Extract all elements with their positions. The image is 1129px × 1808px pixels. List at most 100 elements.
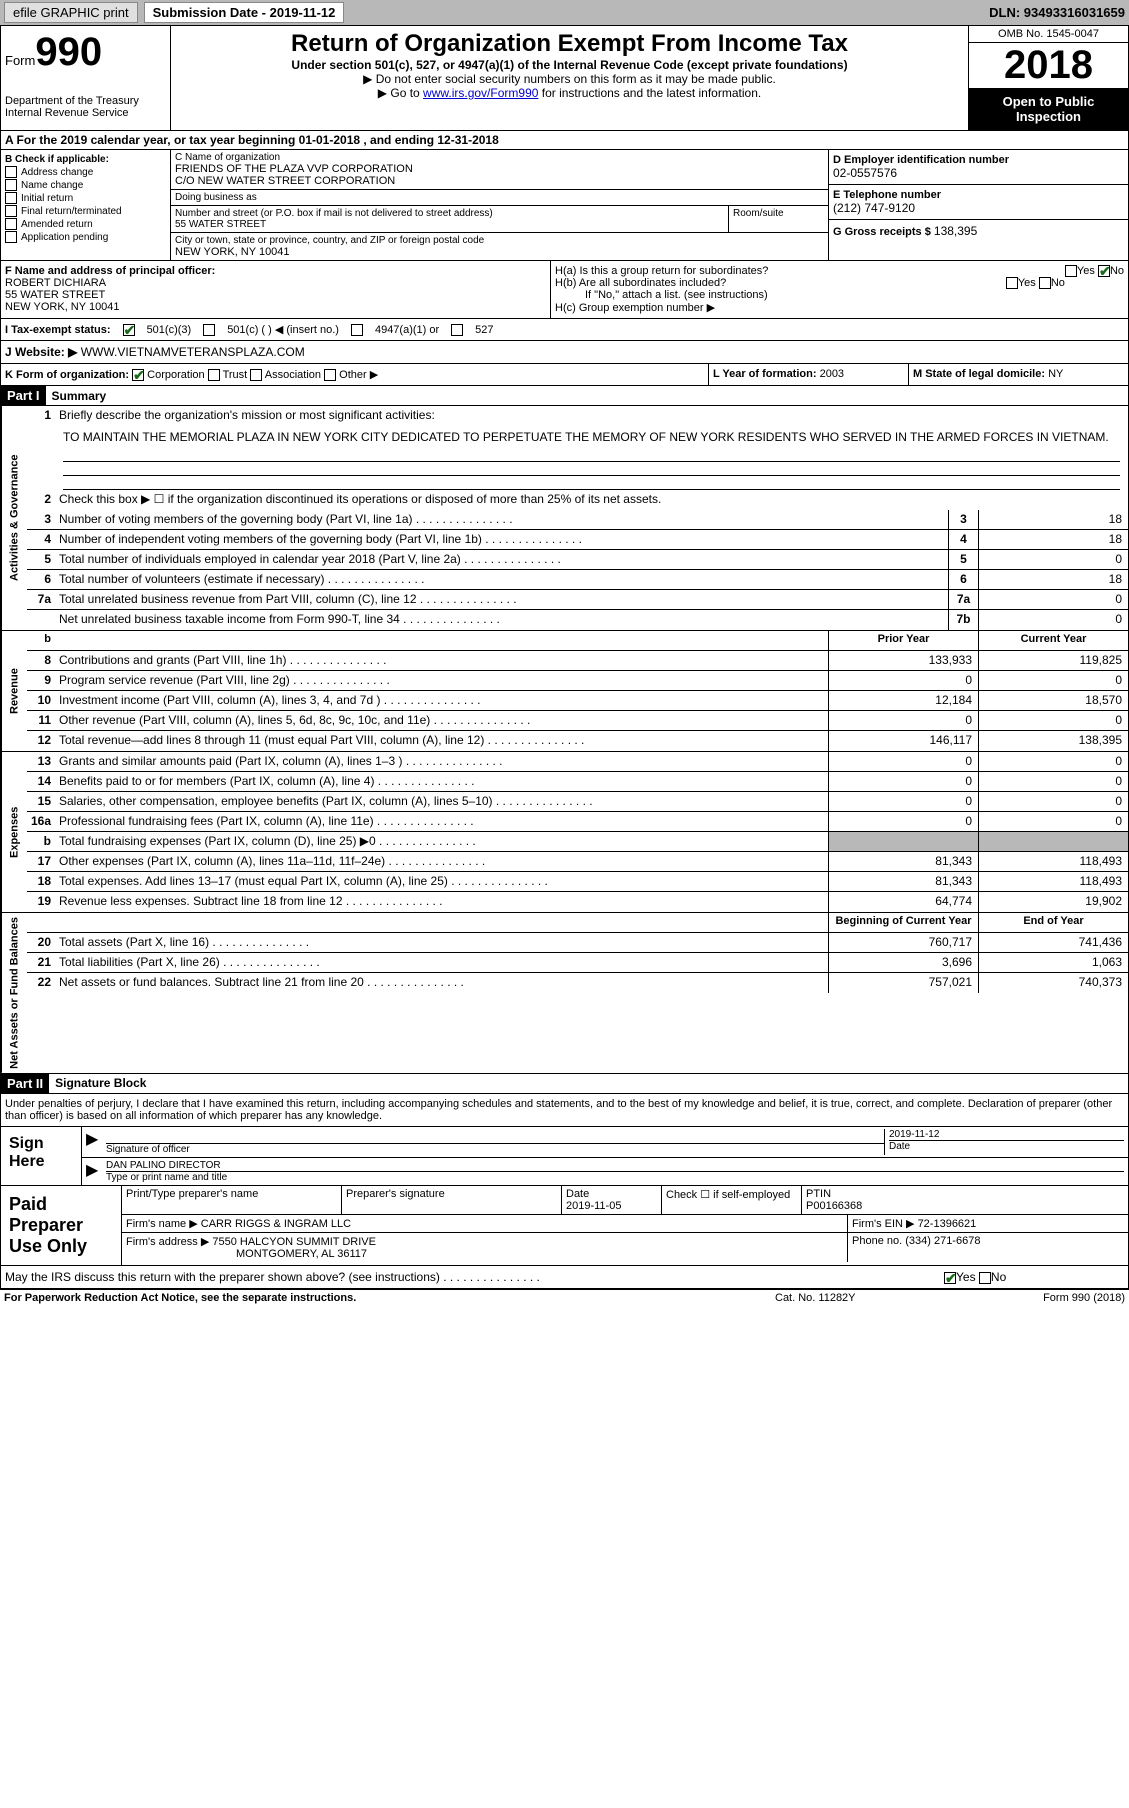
- cy-value: 138,395: [978, 731, 1128, 751]
- efile-print-button[interactable]: efile GRAPHIC print: [4, 2, 138, 23]
- paid-label: Paid Preparer Use Only: [1, 1186, 121, 1265]
- mission-text: TO MAINTAIN THE MEMORIAL PLAZA IN NEW YO…: [27, 426, 1128, 448]
- chk-address-change[interactable]: [5, 166, 17, 178]
- open-inspection: Open to Public Inspection: [969, 88, 1128, 130]
- sig-date: 2019-11-12: [889, 1129, 1124, 1140]
- line-num: 19: [27, 892, 55, 912]
- hb-yes[interactable]: [1006, 277, 1018, 289]
- sig-officer-label: Signature of officer: [106, 1143, 884, 1155]
- py-value: 0: [828, 792, 978, 811]
- line2-text: Check this box ▶ ☐ if the organization d…: [55, 490, 1128, 510]
- chk-corp[interactable]: [132, 369, 144, 381]
- line1-num: 1: [27, 406, 55, 426]
- gross-value: 138,395: [934, 224, 977, 238]
- chk-trust[interactable]: [208, 369, 220, 381]
- discuss-no[interactable]: [979, 1272, 991, 1284]
- chk-amended[interactable]: [5, 218, 17, 230]
- k-l-m-row: K Form of organization: Corporation Trus…: [0, 364, 1129, 386]
- py-value: 81,343: [828, 852, 978, 871]
- pdate-value: 2019-11-05: [566, 1200, 657, 1212]
- website-value: WWW.VIETNAMVETERANSPLAZA.COM: [81, 345, 305, 359]
- phone-value: (212) 747-9120: [833, 201, 1124, 215]
- line-text: Total assets (Part X, line 16): [55, 933, 828, 952]
- m-value: NY: [1048, 368, 1063, 380]
- goto-pre: ▶ Go to: [378, 86, 423, 100]
- line-num: b: [27, 832, 55, 851]
- street-value: 55 WATER STREET: [175, 219, 724, 230]
- ein-label: D Employer identification number: [833, 154, 1124, 166]
- signature-block: Under penalties of perjury, I declare th…: [0, 1094, 1129, 1186]
- line-num: 5: [27, 550, 55, 569]
- line-num: 12: [27, 731, 55, 751]
- vlabel-rev: Revenue: [1, 631, 27, 751]
- line-num: 15: [27, 792, 55, 811]
- tax-year-line: A For the 2019 calendar year, or tax yea…: [1, 131, 1128, 150]
- cy-value: 1,063: [978, 953, 1128, 972]
- discuss-yes[interactable]: [944, 1272, 956, 1284]
- cy-value: 0: [978, 752, 1128, 771]
- net-assets-section: Net Assets or Fund Balances Beginning of…: [0, 913, 1129, 1074]
- chk-other[interactable]: [324, 369, 336, 381]
- opt-501c3: 501(c)(3): [147, 324, 192, 336]
- line-text: Total number of individuals employed in …: [55, 550, 948, 569]
- cy-value: 741,436: [978, 933, 1128, 952]
- opt-527: 527: [475, 324, 493, 336]
- bcy-hdr: Beginning of Current Year: [828, 913, 978, 932]
- chk-assoc[interactable]: [250, 369, 262, 381]
- discuss-label: May the IRS discuss this return with the…: [5, 1270, 944, 1284]
- ha-no[interactable]: [1098, 265, 1110, 277]
- m-label: M State of legal domicile:: [913, 368, 1045, 380]
- arrow-icon-2: ▶: [86, 1160, 106, 1183]
- hb-label: H(b) Are all subordinates included?: [555, 277, 726, 289]
- chk-501c3[interactable]: [123, 324, 135, 336]
- py-value: 3,696: [828, 953, 978, 972]
- line-num: 10: [27, 691, 55, 710]
- form-number: 990: [35, 30, 102, 74]
- sig-declaration: Under penalties of perjury, I declare th…: [1, 1094, 1128, 1126]
- section-a-through-g: A For the 2019 calendar year, or tax yea…: [0, 131, 1129, 261]
- i-label: I Tax-exempt status:: [5, 324, 111, 336]
- firm-addr2: MONTGOMERY, AL 36117: [126, 1248, 367, 1260]
- pdate-label: Date: [566, 1188, 657, 1200]
- line-text: Total unrelated business revenue from Pa…: [55, 590, 948, 609]
- line-text: Professional fundraising fees (Part IX, …: [55, 812, 828, 831]
- chk-name-change[interactable]: [5, 179, 17, 191]
- cy-value: 19,902: [978, 892, 1128, 912]
- line-num: 3: [27, 510, 55, 529]
- subtitle-1: Under section 501(c), 527, or 4947(a)(1)…: [175, 58, 964, 72]
- opt-4947: 4947(a)(1) or: [375, 324, 439, 336]
- line-box: 7a: [948, 590, 978, 609]
- chk-final-return[interactable]: [5, 205, 17, 217]
- paperwork-notice: For Paperwork Reduction Act Notice, see …: [4, 1292, 775, 1304]
- hb-no[interactable]: [1039, 277, 1051, 289]
- line-num: 11: [27, 711, 55, 730]
- py-value: 146,117: [828, 731, 978, 751]
- chk-initial-return[interactable]: [5, 192, 17, 204]
- ha-yes[interactable]: [1065, 265, 1077, 277]
- form-label: Form: [5, 53, 35, 68]
- line-text: Other revenue (Part VIII, column (A), li…: [55, 711, 828, 730]
- dept-treasury: Department of the Treasury Internal Reve…: [5, 95, 166, 119]
- arrow-icon: ▶: [86, 1129, 106, 1155]
- preparer-sig-label: Preparer's signature: [342, 1186, 562, 1214]
- opt-app-pending: Application pending: [21, 232, 108, 243]
- cy-value: 0: [978, 812, 1128, 831]
- chk-4947[interactable]: [351, 324, 363, 336]
- line-num: 4: [27, 530, 55, 549]
- section-f-h: F Name and address of principal officer:…: [0, 261, 1129, 319]
- firm-phone: (334) 271-6678: [905, 1235, 980, 1247]
- irs-link[interactable]: www.irs.gov/Form990: [423, 86, 538, 100]
- sign-here-label: Sign Here: [1, 1127, 81, 1185]
- line-text: Revenue less expenses. Subtract line 18 …: [55, 892, 828, 912]
- chk-app-pending[interactable]: [5, 231, 17, 243]
- part2-header: Part II: [1, 1074, 49, 1093]
- chk-501c[interactable]: [203, 324, 215, 336]
- chk-527[interactable]: [451, 324, 463, 336]
- line-text: Total liabilities (Part X, line 26): [55, 953, 828, 972]
- cy-value: 0: [978, 671, 1128, 690]
- print-name-label: Print/Type preparer's name: [122, 1186, 342, 1214]
- officer-name: ROBERT DICHIARA: [5, 277, 546, 289]
- line-box: 6: [948, 570, 978, 589]
- line-num: [27, 610, 55, 630]
- gross-label: G Gross receipts $: [833, 226, 931, 238]
